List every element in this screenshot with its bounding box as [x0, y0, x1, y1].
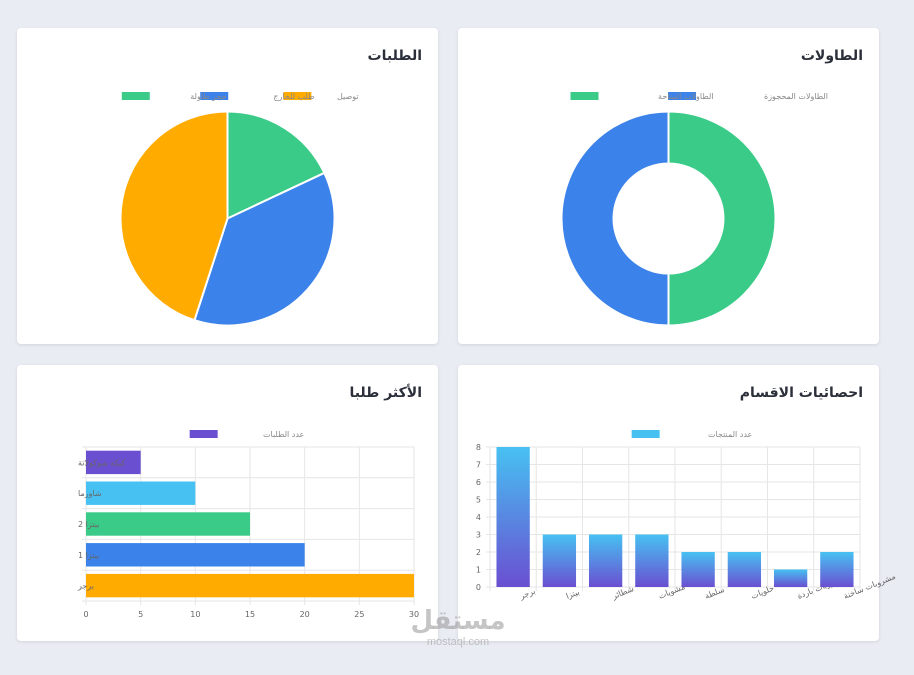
orders-legend-swatch-1[interactable]	[200, 92, 229, 100]
category-stats-y-tick-8: 8	[476, 443, 481, 452]
top-ordered-card: الأكثر طلبا عدد الطلبات 0 5 10 15 20 25 30 كيكة …	[17, 365, 438, 641]
tables-legend-label-1: الطاولات المتاحة	[658, 92, 714, 101]
tables-card: الطاولات الطاولات المحجوزة الطاولات المتا…	[458, 28, 879, 344]
category-stats-y-tick-5: 5	[476, 496, 481, 505]
category-stats-y-tick-4: 4	[476, 513, 481, 522]
category-stats-y-tick-0: 0	[476, 583, 481, 592]
category-stats-legend-label-0: عدد المنتجات	[708, 430, 752, 439]
top-ordered-x-tick-1: 5	[138, 610, 143, 619]
orders-legend-label-2: حجز طاولة	[190, 92, 227, 101]
orders-card-title: الطلبات	[367, 48, 422, 64]
top-ordered-x-tick-6: 30	[409, 610, 419, 619]
category-stats-bar-3[interactable]	[635, 534, 669, 588]
orders-legend-label-0: توصيل	[337, 92, 359, 101]
orders-legend-label-1: طلب للخارج	[273, 92, 314, 101]
top-ordered-y-tick-4: برجر	[77, 582, 94, 591]
top-ordered-bar-0[interactable]	[86, 450, 141, 475]
category-stats-card: احصائيات الاقسام عدد المنتجات 0 1 2 3 4 5 6 7 8 بر…	[458, 365, 897, 641]
top-ordered-y-tick-2: بيتزا 2	[78, 520, 99, 529]
category-stats-x-tick-0: برجر	[518, 587, 537, 602]
top-ordered-y-tick-0: كيكة شوكولاتة	[78, 458, 126, 467]
category-stats-y-tick-1: 1	[476, 566, 481, 575]
category-stats-y-tick-7: 7	[476, 461, 481, 470]
category-stats-y-tick-2: 2	[476, 548, 481, 557]
category-stats-bar-1[interactable]	[542, 534, 577, 588]
tables-legend-swatch-0[interactable]	[668, 92, 697, 100]
tables-card-title: الطاولات	[800, 48, 863, 64]
top-ordered-x-tick-3: 15	[245, 610, 255, 619]
top-ordered-x-tick-0: 0	[83, 610, 88, 619]
orders-legend-swatch-2[interactable]	[121, 92, 150, 100]
category-stats-bar-7[interactable]	[820, 552, 854, 587]
top-ordered-x-tick-2: 10	[190, 610, 200, 619]
tables-doughnut-segment-1[interactable]	[667, 110, 777, 327]
top-ordered-bar-3[interactable]	[86, 543, 305, 567]
top-ordered-x-tick-5: 25	[354, 610, 364, 619]
category-stats-bar-0[interactable]	[496, 447, 530, 587]
category-stats-card-title: احصائيات الاقسام	[739, 385, 863, 401]
orders-pie-slice-2[interactable]	[226, 110, 326, 221]
top-ordered-y-tick-1: شاورما	[78, 489, 102, 498]
category-stats-y-tick-3: 3	[476, 531, 481, 540]
top-ordered-x-tick-4: 20	[300, 610, 310, 619]
tables-doughnut-segment-0[interactable]	[560, 110, 670, 327]
category-stats-bar-6[interactable]	[773, 569, 808, 588]
category-stats-y-tick-6: 6	[476, 478, 481, 487]
tables-legend-swatch-1[interactable]	[570, 92, 599, 100]
orders-card: الطلبات توصيل طلب للخارج حجز طاولة	[17, 28, 438, 344]
category-stats-x-tick-1: بيتزا	[565, 587, 581, 600]
category-stats-bar-4[interactable]	[681, 552, 715, 587]
orders-pie-chart: توصيل طلب للخارج حجز طاولة	[119, 92, 359, 327]
tables-legend-label-0: الطاولات المحجوزة	[764, 92, 828, 101]
orders-pie-slice-1[interactable]	[193, 171, 336, 327]
top-ordered-bar-1[interactable]	[86, 481, 196, 505]
top-ordered-y-tick-3: بيتزا 1	[78, 551, 99, 560]
category-stats-bar-5[interactable]	[727, 552, 762, 587]
tables-doughnut-chart: الطاولات المحجوزة الطاولات المتاحة	[560, 92, 828, 327]
category-stats-legend-swatch-0[interactable]	[631, 430, 660, 438]
category-stats-bar-2[interactable]	[588, 534, 623, 588]
top-ordered-bar-2[interactable]	[86, 512, 250, 536]
top-ordered-legend-swatch-0[interactable]	[189, 430, 218, 438]
orders-legend-swatch-0[interactable]	[283, 92, 312, 100]
top-ordered-legend-label-0: عدد الطلبات	[263, 430, 304, 439]
orders-pie-slice-0[interactable]	[119, 110, 229, 322]
top-ordered-bar-4[interactable]	[86, 573, 414, 598]
top-ordered-card-title: الأكثر طلبا	[349, 385, 422, 401]
top-ordered-bar-chart: عدد الطلبات 0 5 10 15 20 25 30 كيكة شوكولاتة شاور…	[77, 430, 419, 619]
